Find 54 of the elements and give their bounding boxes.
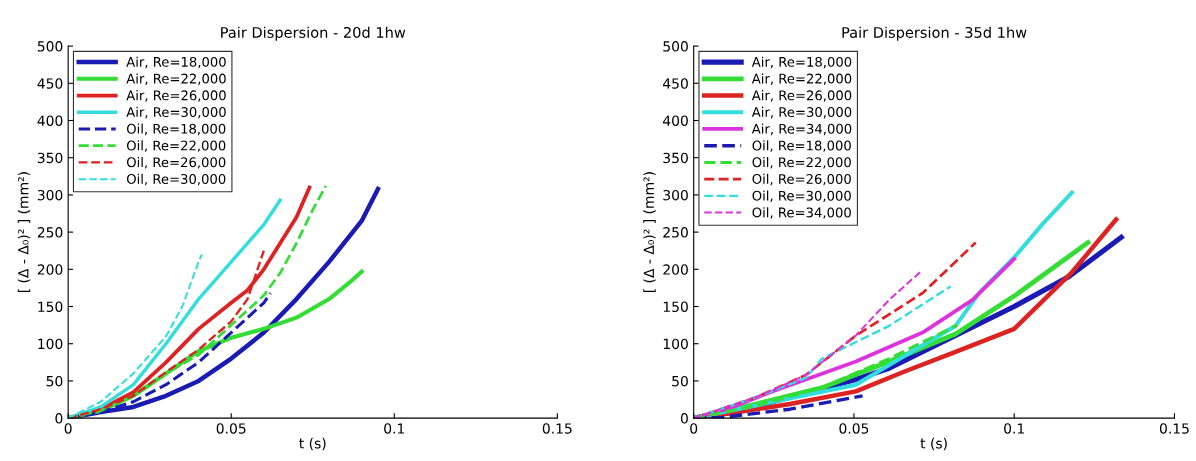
legend-label: Oil, Re=30,000 <box>126 173 226 186</box>
y-tick-label: 350 <box>663 152 688 164</box>
legend-label: Air, Re=30,000 <box>751 106 852 119</box>
x-tick-label: 0 <box>64 423 72 434</box>
legend-label: Air, Re=18,000 <box>751 56 852 69</box>
chart-title: Pair Dispersion - 20d 1hw <box>221 26 406 41</box>
y-tick-label: 400 <box>37 115 63 126</box>
y-tick-label: 250 <box>37 227 63 238</box>
x-tick-label: 0.15 <box>542 423 572 434</box>
y-tick-label: 100 <box>663 338 688 350</box>
y-tick-label: 300 <box>663 189 688 201</box>
chart-title: Pair Dispersion - 35d 1hw <box>842 26 1027 41</box>
y-tick-label: 450 <box>37 78 63 89</box>
legend-label: Oil, Re=18,000 <box>126 123 226 136</box>
x-tick-label: 0.1 <box>384 423 405 434</box>
y-tick-label: 350 <box>37 152 63 164</box>
y-tick-label: 150 <box>38 301 63 312</box>
legend-label: Oil, Re=26,000 <box>126 157 226 169</box>
y-tick-label: 100 <box>38 338 63 350</box>
x-axis-title: t (s) <box>299 437 326 451</box>
legend-label: Air, Re=26,000 <box>751 90 852 102</box>
legend-label: Oil, Re=34,000 <box>752 207 851 219</box>
x-tick-label: 0.05 <box>216 423 246 434</box>
y-tick-label: 300 <box>37 189 63 201</box>
y-tick-label: 0 <box>55 413 63 424</box>
y-tick-label: 200 <box>663 264 688 275</box>
y-tick-label: 0 <box>680 413 688 424</box>
legend-label: Air, Re=22,000 <box>126 73 226 85</box>
legend-label: Oil, Re=26,000 <box>752 173 851 186</box>
x-axis-title: t (s) <box>920 437 947 451</box>
legend-label: Oil, Re=18,000 <box>752 140 851 152</box>
y-tick-label: 200 <box>37 264 63 275</box>
legend-label: Oil, Re=30,000 <box>752 190 851 203</box>
y-axis-title: [ (Δ - Δ₀)² ] (mm²) <box>643 172 656 293</box>
y-tick-label: 450 <box>662 78 688 89</box>
legend-label: Air, Re=18,000 <box>126 56 226 69</box>
legend-label: Oil, Re=22,000 <box>126 140 226 152</box>
x-tick-label: 0 <box>690 423 698 434</box>
x-tick-label: 0.1 <box>1004 423 1024 434</box>
y-tick-label: 500 <box>37 41 63 52</box>
legend-label: Oil, Re=22,000 <box>752 157 851 169</box>
y-tick-label: 250 <box>663 227 688 238</box>
x-tick-label: 0.05 <box>839 423 869 434</box>
y-tick-label: 400 <box>662 115 688 126</box>
y-tick-label: 50 <box>46 375 63 387</box>
y-tick-label: 50 <box>672 375 688 387</box>
legend-label: Air, Re=26,000 <box>126 90 226 102</box>
y-tick-label: 150 <box>663 301 688 312</box>
legend-label: Air, Re=34,000 <box>751 123 852 136</box>
x-tick-label: 0.15 <box>1159 423 1189 434</box>
y-tick-label: 500 <box>663 41 688 52</box>
y-axis-title: [ (Δ - Δ₀)² ] (mm²) <box>17 172 31 293</box>
legend-label: Air, Re=22,000 <box>751 73 852 85</box>
legend-label: Air, Re=30,000 <box>126 106 226 119</box>
